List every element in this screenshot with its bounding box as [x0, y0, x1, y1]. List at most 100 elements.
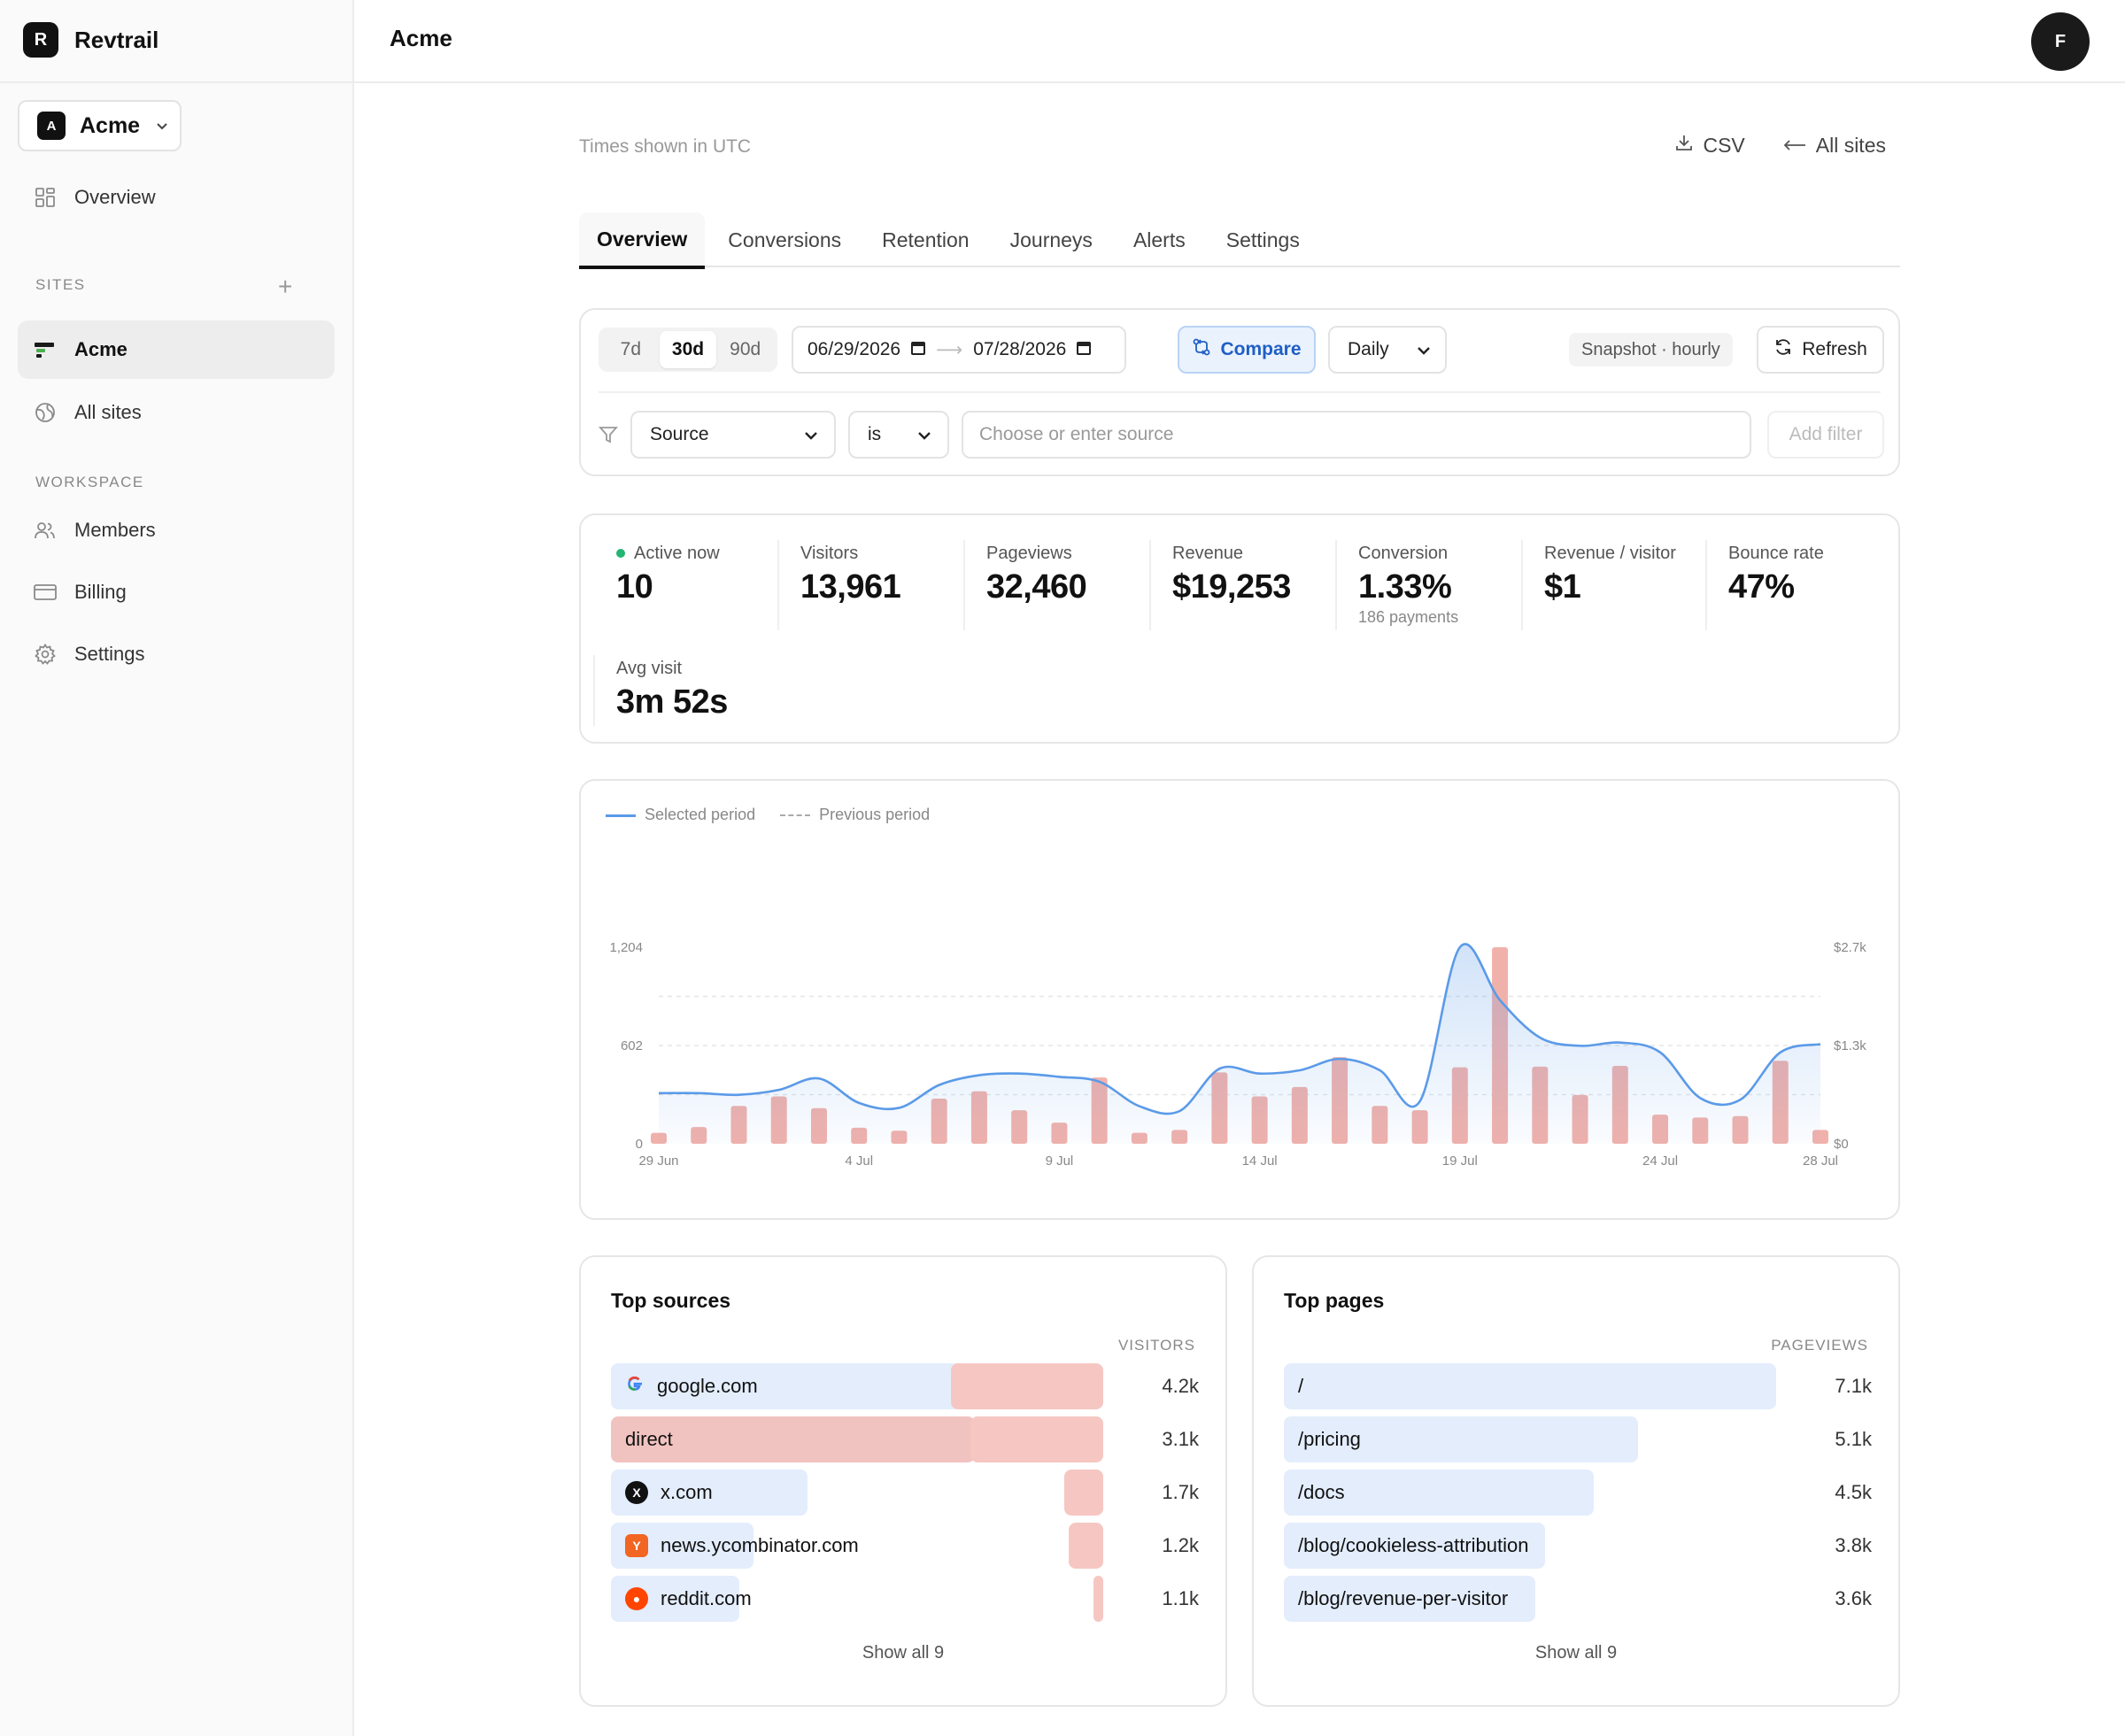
- stat-value: 13,961: [800, 568, 901, 606]
- controls-card: 7d 30d 90d 06/29/2026 ⟶ 07/28/2026 Compa…: [579, 308, 1900, 476]
- avatar[interactable]: F: [2031, 12, 2090, 71]
- calendar-icon[interactable]: [1077, 341, 1092, 359]
- column-header: VISITORS: [1117, 1337, 1195, 1354]
- source-row[interactable]: ● reddit.com 1.1k: [611, 1576, 1199, 1622]
- source-row[interactable]: google.com 4.2k: [611, 1363, 1199, 1409]
- site-switcher[interactable]: A Acme: [18, 100, 182, 151]
- granularity-select[interactable]: Daily: [1328, 326, 1447, 374]
- gear-icon: [34, 643, 57, 666]
- chevron-down-icon: [1417, 339, 1431, 360]
- tab-journeys[interactable]: Journeys: [1009, 228, 1093, 251]
- tab-overview[interactable]: Overview: [579, 212, 706, 269]
- granularity-value: Daily: [1348, 339, 1389, 359]
- compare-icon: [1192, 337, 1211, 362]
- tab-settings[interactable]: Settings: [1225, 228, 1300, 251]
- x-tick: 9 Jul: [1046, 1153, 1074, 1169]
- visitors-area: [659, 944, 1820, 1144]
- show-all-sources-button[interactable]: Show all 9: [862, 1643, 945, 1663]
- legend-previous[interactable]: Previous period: [780, 806, 930, 824]
- page-row[interactable]: /pricing 5.1k: [1284, 1416, 1872, 1462]
- sidebar-item-label: Billing: [74, 581, 127, 603]
- brand-name: Revtrail: [74, 26, 159, 53]
- sidebar-item-label: Overview: [74, 186, 156, 208]
- page-path: /blog/cookieless-attribution: [1298, 1534, 1529, 1556]
- stat-subtext: 186 payments: [1358, 608, 1459, 626]
- filter-icon: [599, 425, 618, 449]
- sidebar-item-label: Settings: [74, 643, 145, 665]
- show-all-pages-button[interactable]: Show all 9: [1534, 1643, 1618, 1663]
- x-icon: X: [625, 1481, 648, 1504]
- divider: [599, 391, 1881, 393]
- calendar-icon[interactable]: [911, 341, 926, 359]
- add-site-icon[interactable]: +: [278, 273, 293, 300]
- pageviews-bar: [1284, 1576, 1535, 1622]
- compare-button[interactable]: Compare: [1178, 326, 1316, 374]
- range-30d[interactable]: 30d: [659, 331, 717, 368]
- filter-operator-select[interactable]: is: [848, 411, 949, 459]
- stat-revenue: Revenue $19,253: [1172, 540, 1358, 606]
- tab-alerts[interactable]: Alerts: [1132, 228, 1186, 251]
- range-90d[interactable]: 90d: [730, 339, 761, 359]
- range-7d[interactable]: 7d: [620, 339, 642, 359]
- source-name: news.ycombinator.com: [661, 1534, 859, 1556]
- sidebar-item-settings[interactable]: Settings: [18, 625, 335, 683]
- arrow-left-icon: [1782, 134, 1807, 158]
- page-views: 5.1k: [1835, 1428, 1872, 1450]
- top-header: Acme F: [354, 0, 2125, 83]
- x-tick: 24 Jul: [1642, 1153, 1678, 1169]
- filter-field-value: Source: [650, 424, 709, 444]
- pageviews-bar: [1284, 1470, 1595, 1516]
- site-favicon-icon: [34, 338, 57, 361]
- page-views: 3.8k: [1835, 1534, 1872, 1556]
- stat-revenue-per-visitor: Revenue / visitor $1: [1544, 540, 1677, 606]
- refresh-button[interactable]: Refresh: [1757, 326, 1884, 374]
- traffic-chart[interactable]: 1,204 $2.7k 602 $1.3k 0 $0 29 Jun 4 Jul 9 Jul 14 …: [581, 852, 1898, 1206]
- grid-icon: [34, 186, 57, 209]
- revenue-bar: [1069, 1523, 1103, 1569]
- brand-logo: R: [23, 22, 58, 58]
- revenue-bar: [950, 1363, 1103, 1409]
- sidebar-item-billing[interactable]: Billing: [18, 563, 335, 621]
- filter-value-input[interactable]: Choose or enter source: [962, 411, 1751, 459]
- source-visitors: 3.1k: [1162, 1428, 1199, 1450]
- source-row[interactable]: direct 3.1k: [611, 1416, 1199, 1462]
- section-label-workspace: WORKSPACE: [35, 474, 144, 490]
- stat-label: Visitors: [800, 544, 859, 563]
- x-tick: 14 Jul: [1242, 1153, 1278, 1169]
- card-title: Top pages: [1284, 1289, 1385, 1312]
- date-range-picker[interactable]: 06/29/2026 ⟶ 07/28/2026: [792, 326, 1126, 374]
- legend-selected[interactable]: Selected period: [606, 806, 755, 824]
- page-row[interactable]: /blog/cookieless-attribution 3.8k: [1284, 1523, 1872, 1569]
- sidebar-item-members[interactable]: Members: [18, 501, 335, 559]
- source-name: direct: [625, 1428, 673, 1450]
- sidebar-item-all-sites[interactable]: All sites: [18, 383, 335, 442]
- tab-retention[interactable]: Retention: [882, 228, 970, 251]
- csv-button[interactable]: CSV: [1674, 133, 1745, 158]
- page-row[interactable]: /docs 4.5k: [1284, 1470, 1872, 1516]
- divider: [963, 540, 965, 630]
- tab-conversions[interactable]: Conversions: [728, 228, 842, 251]
- page-path: /pricing: [1298, 1428, 1361, 1450]
- filter-field-select[interactable]: Source: [630, 411, 836, 459]
- filter-operator-value: is: [868, 424, 882, 444]
- chevron-down-icon: [804, 424, 818, 445]
- date-from-input[interactable]: 06/29/2026: [808, 339, 901, 359]
- stats-card: Active now 10 Visitors 13,961 Pageviews …: [579, 513, 1900, 744]
- source-name: reddit.com: [661, 1587, 752, 1609]
- brand[interactable]: R Revtrail: [23, 21, 158, 58]
- compare-label: Compare: [1220, 339, 1302, 359]
- all-sites-link[interactable]: All sites: [1782, 133, 1886, 158]
- stat-active-now: Active now 10: [616, 540, 802, 606]
- date-to-input[interactable]: 07/28/2026: [973, 339, 1067, 359]
- timezone-note: Times shown in UTC: [579, 136, 752, 157]
- add-filter-button[interactable]: Add filter: [1767, 411, 1884, 459]
- page-row[interactable]: / 7.1k: [1284, 1363, 1872, 1409]
- x-tick: 29 Jun: [638, 1153, 678, 1169]
- page-row[interactable]: /blog/revenue-per-visitor 3.6k: [1284, 1576, 1872, 1622]
- sidebar-item-acme[interactable]: Acme: [18, 320, 335, 379]
- stat-value: 47%: [1728, 568, 1795, 606]
- stat-value: 10: [616, 568, 653, 606]
- sidebar-item-overview[interactable]: Overview: [18, 168, 335, 227]
